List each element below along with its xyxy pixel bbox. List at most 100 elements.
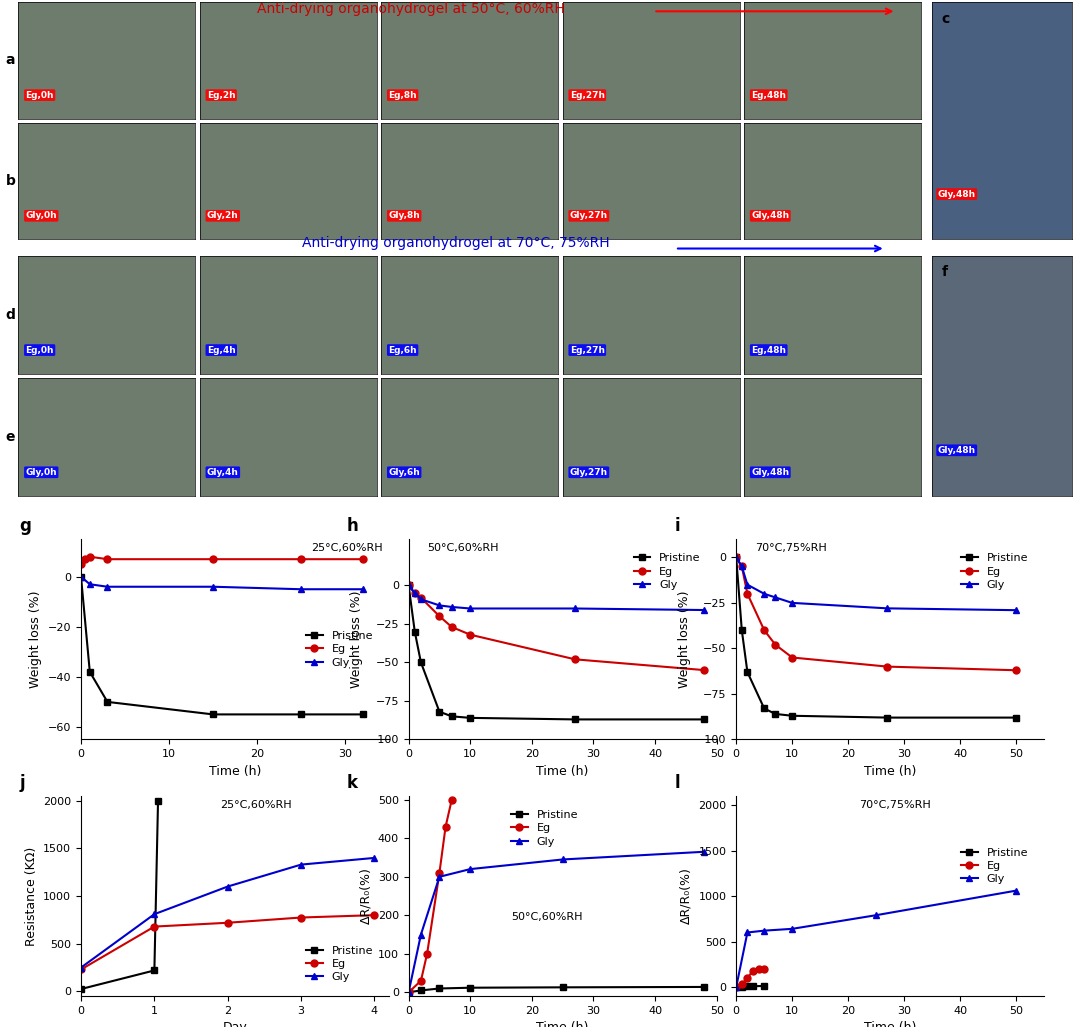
Eg <box>368 909 381 921</box>
Eg <box>433 610 446 622</box>
Text: d: d <box>5 308 15 321</box>
Line: Pristine: Pristine <box>405 582 707 723</box>
Text: Gly,0h: Gly,0h <box>26 467 57 477</box>
Text: Gly,2h: Gly,2h <box>207 212 239 221</box>
Eg <box>881 660 894 673</box>
Pristine <box>415 656 428 669</box>
Gly <box>741 926 754 939</box>
Eg <box>75 963 87 976</box>
Pristine <box>786 710 799 722</box>
Eg <box>206 553 219 565</box>
Gly <box>786 597 799 609</box>
Eg <box>786 651 799 663</box>
Text: Eg,4h: Eg,4h <box>207 345 235 354</box>
Legend: Pristine, Eg, Gly: Pristine, Eg, Gly <box>301 941 377 987</box>
Eg <box>356 553 369 565</box>
Gly <box>1010 884 1023 897</box>
Gly <box>568 602 581 614</box>
Eg <box>295 911 308 923</box>
Eg <box>698 663 711 676</box>
Pristine <box>741 665 754 678</box>
Eg <box>445 620 458 633</box>
Pristine <box>698 713 711 725</box>
Text: Gly,0h: Gly,0h <box>26 212 57 221</box>
Text: 50°C,60%RH: 50°C,60%RH <box>427 543 499 554</box>
Eg <box>735 978 748 990</box>
Text: h: h <box>347 518 359 535</box>
Text: Anti-drying organohydrogel at 50°C, 60%RH: Anti-drying organohydrogel at 50°C, 60%R… <box>257 2 564 16</box>
Gly <box>463 863 476 875</box>
Text: Gly,48h: Gly,48h <box>752 467 789 477</box>
Line: Gly: Gly <box>732 887 1020 991</box>
Text: Eg,0h: Eg,0h <box>26 345 54 354</box>
X-axis label: Day: Day <box>222 1022 247 1027</box>
Line: Pristine: Pristine <box>732 983 768 991</box>
Pristine <box>433 982 446 994</box>
Text: Anti-drying organohydrogel at 70°C, 75%RH: Anti-drying organohydrogel at 70°C, 75%R… <box>302 235 610 250</box>
Text: Gly,4h: Gly,4h <box>207 467 239 477</box>
Gly <box>415 594 428 606</box>
Line: Eg: Eg <box>78 912 378 973</box>
Gly <box>295 859 308 871</box>
Pristine <box>758 702 771 715</box>
Eg <box>402 986 415 998</box>
Pristine <box>100 695 113 708</box>
Text: c: c <box>942 11 950 26</box>
Line: Gly: Gly <box>405 848 707 996</box>
Pristine <box>408 625 421 638</box>
Pristine <box>730 551 743 564</box>
Eg <box>415 975 428 987</box>
Eg <box>746 964 759 977</box>
Gly <box>368 851 381 864</box>
Text: Eg,2h: Eg,2h <box>207 90 235 100</box>
Eg <box>408 586 421 599</box>
Gly <box>730 981 743 993</box>
Line: Eg: Eg <box>405 582 707 674</box>
Gly <box>408 586 421 599</box>
Pristine <box>295 709 308 721</box>
X-axis label: Time (h): Time (h) <box>864 1022 917 1027</box>
Legend: Pristine, Eg, Gly: Pristine, Eg, Gly <box>301 626 377 672</box>
Legend: Pristine, Eg, Gly: Pristine, Eg, Gly <box>629 548 705 595</box>
X-axis label: Time (h): Time (h) <box>208 765 261 777</box>
Gly <box>769 592 782 604</box>
Gly <box>869 909 882 921</box>
Eg <box>730 981 743 993</box>
Pristine <box>741 980 754 992</box>
Eg <box>433 867 446 879</box>
Gly <box>730 551 743 564</box>
Text: g: g <box>19 518 31 535</box>
Text: j: j <box>19 774 25 792</box>
Eg <box>463 629 476 641</box>
Gly <box>433 599 446 611</box>
X-axis label: Time (h): Time (h) <box>537 1022 589 1027</box>
Text: Eg,48h: Eg,48h <box>752 90 786 100</box>
Text: Gly,27h: Gly,27h <box>570 212 608 221</box>
Pristine <box>445 711 458 723</box>
Pristine <box>75 983 87 995</box>
Gly <box>433 871 446 883</box>
Pristine <box>881 712 894 724</box>
Y-axis label: Weight loss (%): Weight loss (%) <box>29 591 42 688</box>
Text: Gly,27h: Gly,27h <box>570 467 608 477</box>
Eg <box>758 962 771 975</box>
Eg <box>440 821 453 833</box>
Gly <box>415 928 428 941</box>
Text: 25°C,60%RH: 25°C,60%RH <box>219 800 292 810</box>
Gly <box>698 845 711 858</box>
Legend: Pristine, Eg, Gly: Pristine, Eg, Gly <box>957 548 1032 595</box>
Line: Eg: Eg <box>405 796 455 996</box>
Eg <box>568 653 581 665</box>
Eg <box>221 916 234 928</box>
X-axis label: Time (h): Time (h) <box>537 765 589 777</box>
Text: Gly,6h: Gly,6h <box>389 467 420 477</box>
Gly <box>356 583 369 596</box>
Eg <box>445 794 458 806</box>
Pristine <box>151 795 164 807</box>
X-axis label: Time (h): Time (h) <box>864 765 917 777</box>
Gly <box>786 922 799 935</box>
Eg <box>741 587 754 600</box>
Line: Pristine: Pristine <box>405 984 707 996</box>
Eg <box>741 972 754 984</box>
Gly <box>881 602 894 614</box>
